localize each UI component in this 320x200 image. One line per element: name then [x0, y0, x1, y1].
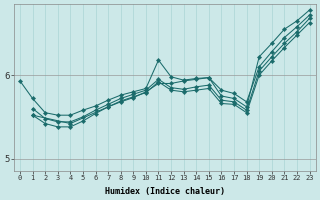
X-axis label: Humidex (Indice chaleur): Humidex (Indice chaleur) — [105, 187, 225, 196]
